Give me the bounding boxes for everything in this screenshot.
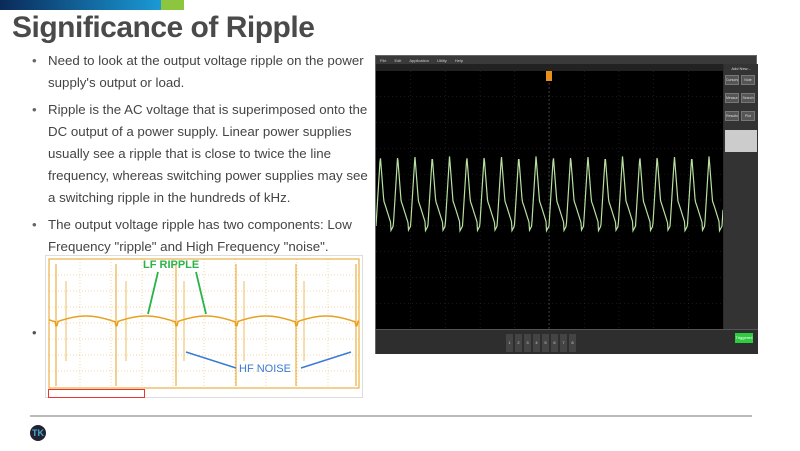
graticule	[375, 71, 724, 329]
footer-divider	[30, 415, 752, 417]
channel-button-4[interactable]: 4	[533, 334, 540, 352]
figure-border	[48, 258, 360, 389]
channel-button-1[interactable]: 1	[506, 334, 513, 352]
channel-button-8[interactable]: 8	[569, 334, 576, 352]
trigger-marker	[546, 71, 552, 81]
menu-help[interactable]: Help	[454, 57, 463, 63]
hf-noise-label: HF NOISE	[239, 363, 291, 375]
header-banner	[0, 0, 230, 10]
bullet-item: Ripple is the AC voltage that is superim…	[30, 99, 375, 209]
ch1-trace	[375, 156, 724, 233]
channel-button-2[interactable]: 2	[515, 334, 522, 352]
bullet-item: Need to look at the output voltage rippl…	[30, 50, 375, 94]
cursors-button[interactable]: Cursors	[725, 75, 739, 85]
scope-waveform	[375, 71, 724, 329]
lf-arrow	[147, 271, 159, 315]
measure-button[interactable]: Measure	[725, 93, 739, 103]
menu-application[interactable]: Application	[409, 57, 429, 63]
menu-file[interactable]: File	[380, 57, 387, 63]
ripple-noise-figure: LF RIPPLE HF NOISE	[45, 255, 363, 398]
lf-arrow	[195, 271, 207, 315]
menu-utility[interactable]: Utility	[436, 57, 447, 63]
channel-button-6[interactable]: 6	[551, 334, 558, 352]
lf-ripple-label: LF RIPPLE	[143, 259, 200, 271]
menu-bar: File Edit Application Utility Help	[376, 56, 756, 64]
note-button[interactable]: Note	[741, 75, 755, 85]
ripple-trace	[48, 315, 360, 327]
side-panel: Add New... Cursors Note Measure Search Res…	[724, 64, 758, 329]
menu-edit[interactable]: Edit	[394, 57, 402, 63]
empty-bullet: •	[32, 325, 37, 340]
hf-arrow	[300, 351, 352, 369]
company-logo: TK	[30, 425, 46, 441]
ripple-waveform	[48, 258, 360, 389]
slide-title: Significance of Ripple	[12, 11, 315, 44]
add-new-label: Add New...	[731, 66, 751, 71]
oscilloscope-window: File Edit Application Utility Help Add N…	[375, 55, 758, 354]
channel-button-7[interactable]: 7	[560, 334, 567, 352]
channel-button-5[interactable]: 5	[542, 334, 549, 352]
hf-arrow	[185, 351, 237, 369]
triggered-status[interactable]: Triggered	[735, 333, 753, 343]
waveform-view-bar	[376, 64, 723, 71]
plot-button[interactable]: Plot	[741, 111, 755, 121]
channel-button-3[interactable]: 3	[524, 334, 531, 352]
results-table-button[interactable]: Results Table	[725, 111, 739, 121]
search-button[interactable]: Search	[741, 93, 755, 103]
highlight-box	[48, 389, 145, 398]
bullet-list: Need to look at the output voltage rippl…	[30, 50, 375, 263]
measurement-badge[interactable]	[725, 130, 757, 152]
bullet-item: The output voltage ripple has two compon…	[30, 214, 375, 258]
